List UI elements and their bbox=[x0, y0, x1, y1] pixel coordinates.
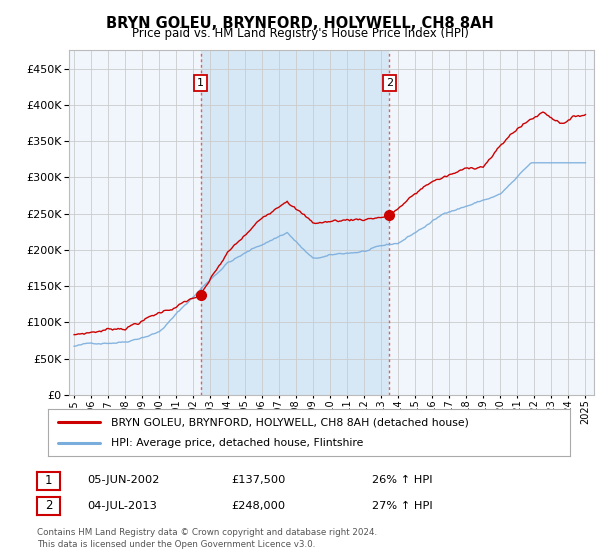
Text: HPI: Average price, detached house, Flintshire: HPI: Average price, detached house, Flin… bbox=[110, 438, 363, 448]
Text: £248,000: £248,000 bbox=[231, 501, 285, 511]
Text: Contains HM Land Registry data © Crown copyright and database right 2024.
This d: Contains HM Land Registry data © Crown c… bbox=[37, 528, 377, 549]
Text: 27% ↑ HPI: 27% ↑ HPI bbox=[372, 501, 433, 511]
Bar bbox=[201, 50, 389, 395]
Text: 05-JUN-2002: 05-JUN-2002 bbox=[87, 475, 160, 486]
Text: Price paid vs. HM Land Registry's House Price Index (HPI): Price paid vs. HM Land Registry's House … bbox=[131, 27, 469, 40]
Text: 2: 2 bbox=[45, 500, 52, 512]
Text: 2: 2 bbox=[386, 78, 393, 88]
Text: BRYN GOLEU, BRYNFORD, HOLYWELL, CH8 8AH (detached house): BRYN GOLEU, BRYNFORD, HOLYWELL, CH8 8AH … bbox=[110, 417, 469, 427]
Text: £137,500: £137,500 bbox=[231, 475, 286, 486]
Text: 1: 1 bbox=[197, 78, 204, 88]
Text: 1: 1 bbox=[45, 474, 52, 487]
Text: 04-JUL-2013: 04-JUL-2013 bbox=[87, 501, 157, 511]
Text: BRYN GOLEU, BRYNFORD, HOLYWELL, CH8 8AH: BRYN GOLEU, BRYNFORD, HOLYWELL, CH8 8AH bbox=[106, 16, 494, 31]
Text: 26% ↑ HPI: 26% ↑ HPI bbox=[372, 475, 433, 486]
